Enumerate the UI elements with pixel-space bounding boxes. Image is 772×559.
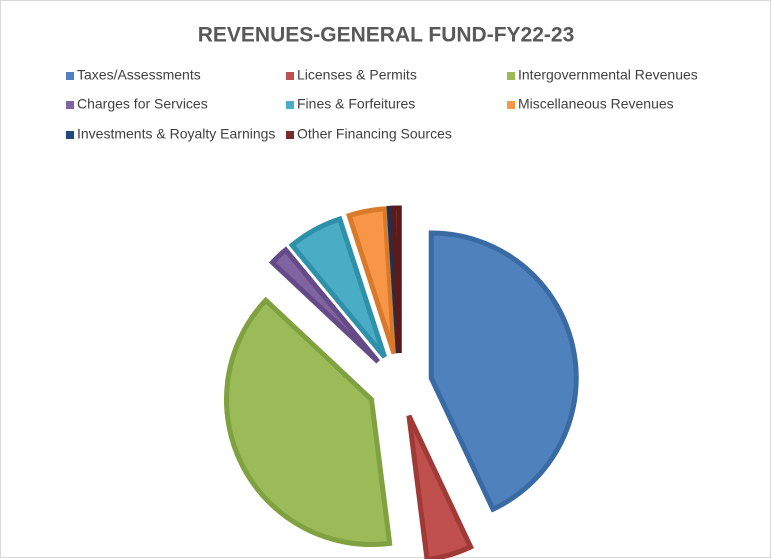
legend-label: Taxes/Assessments <box>77 67 201 83</box>
legend-label: Licenses & Permits <box>297 67 417 83</box>
pie-slice <box>406 414 474 559</box>
legend-label: Miscellaneous Revenues <box>518 96 674 112</box>
legend-label: Investments & Royalty Earnings <box>77 126 275 142</box>
legend-label: Charges for Services <box>77 96 208 112</box>
legend-swatch <box>286 131 294 139</box>
legend-swatch <box>286 101 294 109</box>
pie-slice <box>268 246 381 364</box>
legend-swatch <box>507 72 515 80</box>
pie-slice <box>390 205 402 354</box>
pie-slice <box>288 215 387 359</box>
chart-title: REVENUES-GENERAL FUND-FY22-23 <box>198 24 575 47</box>
legend-label: Intergovernmental Revenues <box>518 67 698 83</box>
legend-swatch <box>66 131 74 139</box>
legend-swatch <box>66 101 74 109</box>
pie-slice <box>346 206 397 355</box>
legend-swatch <box>66 72 74 80</box>
legend-swatch <box>507 101 515 109</box>
legend-label: Fines & Forfeitures <box>297 96 415 112</box>
pie-slice <box>428 230 579 513</box>
pie-slice <box>223 296 393 548</box>
legend-label: Other Financing Sources <box>297 126 452 142</box>
legend-swatch <box>286 72 294 80</box>
